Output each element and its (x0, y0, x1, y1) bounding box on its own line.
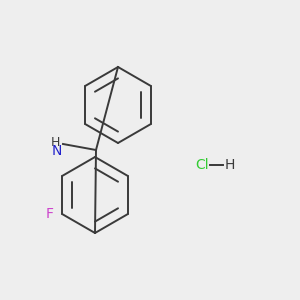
Text: N: N (52, 144, 62, 158)
Text: F: F (46, 207, 54, 221)
Text: H: H (225, 158, 236, 172)
Text: H: H (50, 136, 60, 148)
Text: Cl: Cl (195, 158, 208, 172)
